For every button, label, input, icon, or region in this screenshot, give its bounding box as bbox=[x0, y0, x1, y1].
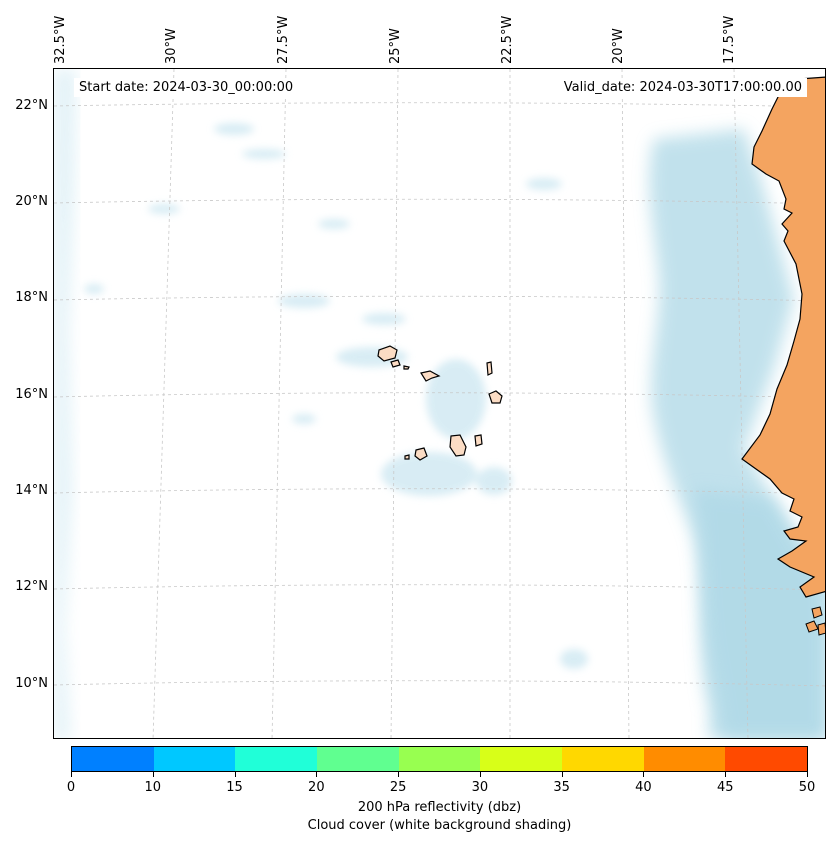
island-santa-luzia bbox=[403, 365, 410, 370]
meridian-25w bbox=[390, 69, 399, 738]
parallel-22n bbox=[54, 102, 825, 108]
meridian-17-5w bbox=[733, 69, 749, 738]
parallel-16n bbox=[54, 392, 825, 399]
colorbar-segment bbox=[235, 747, 318, 771]
cloud-cover-shading bbox=[54, 69, 825, 738]
colorbar-tick-label: 10 bbox=[144, 780, 162, 795]
colorbar-segment bbox=[153, 747, 236, 771]
colorbar-tick-label: 50 bbox=[798, 780, 816, 795]
meridian-20w bbox=[621, 69, 630, 738]
colorbar-segment bbox=[562, 747, 644, 771]
colorbar-tick bbox=[152, 772, 154, 777]
start-date-label: Start date: 2024-03-30_00:00:00 bbox=[74, 78, 299, 97]
lon-label-22-5w: 22.5°W bbox=[500, 15, 515, 64]
colorbar-tick bbox=[479, 772, 481, 777]
map-canvas bbox=[54, 69, 825, 738]
cloud-patch bbox=[476, 467, 512, 495]
parallel-14n bbox=[54, 488, 825, 495]
island-sao-nicolau bbox=[420, 370, 441, 382]
lon-label-25w: 25°W bbox=[388, 28, 403, 64]
lat-label-10n: 10°N bbox=[15, 676, 48, 691]
colorbar-tick bbox=[398, 772, 400, 777]
lat-label-22n: 22°N bbox=[15, 98, 48, 113]
colorbar-tick-label: 25 bbox=[389, 780, 407, 795]
island-fogo bbox=[414, 447, 428, 461]
lon-label-30w: 30°W bbox=[164, 28, 179, 64]
africa-mainland bbox=[741, 76, 825, 598]
cloud-patch bbox=[278, 294, 330, 308]
coastal-island bbox=[811, 606, 823, 619]
colorbar-segment bbox=[725, 747, 808, 771]
lat-label-12n: 12°N bbox=[15, 579, 48, 594]
colorbar-tick-label: 40 bbox=[635, 780, 652, 795]
valid-date-label: Valid_date: 2024-03-30T17:00:00.00 bbox=[558, 78, 807, 97]
island-maio bbox=[474, 434, 483, 447]
colorbar-segment bbox=[480, 747, 563, 771]
lat-label-18n: 18°N bbox=[15, 290, 48, 305]
colorbar-tick bbox=[725, 772, 727, 777]
colorbar-tick-label: 35 bbox=[553, 780, 570, 795]
cloud-patch bbox=[214, 123, 254, 135]
cape-verde-islands bbox=[377, 345, 503, 461]
meridian-30w bbox=[152, 69, 175, 738]
cloud-patch bbox=[242, 149, 286, 159]
cloud-patch bbox=[362, 313, 406, 325]
colorbar-tick bbox=[561, 772, 563, 777]
colorbar-tick bbox=[71, 772, 72, 777]
cloud-patch bbox=[148, 204, 180, 214]
graticule bbox=[54, 69, 825, 738]
colorbar-tick-label: 15 bbox=[226, 780, 243, 795]
meridian-27-5w bbox=[271, 69, 287, 738]
colorbar-tick bbox=[234, 772, 236, 777]
cloud-patch bbox=[560, 649, 588, 669]
cloud-patch bbox=[318, 219, 350, 229]
colorbar-tick-label: 45 bbox=[716, 780, 734, 795]
island-santiago bbox=[449, 434, 467, 457]
lat-label-16n: 16°N bbox=[15, 387, 48, 402]
colorbar-sublabel: Cloud cover (white background shading) bbox=[307, 818, 572, 833]
parallel-12n bbox=[54, 584, 825, 591]
colorbar-tick-label: 20 bbox=[308, 780, 325, 795]
cloud-patch bbox=[292, 414, 316, 424]
parallel-10n bbox=[54, 680, 825, 687]
island-boa-vista bbox=[488, 390, 503, 404]
colorbar-tick-label: 0 bbox=[66, 780, 76, 795]
lon-label-32-5w: 32.5°W bbox=[53, 15, 68, 64]
colorbar-tick-label: 30 bbox=[471, 780, 489, 795]
cloud-patch bbox=[381, 452, 477, 496]
lon-label-20w: 20°W bbox=[611, 28, 626, 64]
parallel-20n bbox=[54, 198, 825, 205]
coastal-island bbox=[817, 622, 825, 636]
reflectivity-colorbar bbox=[71, 746, 808, 772]
west-edge-cloud bbox=[54, 69, 76, 738]
lon-label-17-5w: 17.5°W bbox=[722, 15, 737, 64]
colorbar-label: 200 hPa reflectivity (dbz) bbox=[357, 800, 522, 815]
colorbar-segment bbox=[643, 747, 726, 771]
parallel-18n bbox=[54, 295, 825, 302]
cloud-patch bbox=[526, 178, 562, 190]
lon-label-27-5w: 27.5°W bbox=[276, 15, 291, 64]
island-sao-vicente bbox=[390, 359, 401, 368]
island-sal bbox=[486, 361, 493, 376]
coastal-islands bbox=[805, 606, 825, 636]
colorbar-tick bbox=[316, 772, 318, 777]
cloud-patch bbox=[84, 284, 104, 294]
colorbar-segment bbox=[398, 747, 481, 771]
island-santo-antao bbox=[377, 345, 398, 362]
lat-label-14n: 14°N bbox=[15, 483, 48, 498]
lat-label-20n: 20°N bbox=[15, 194, 48, 209]
island-brava bbox=[404, 454, 410, 460]
colorbar-segment bbox=[317, 747, 399, 771]
colorbar-tick bbox=[643, 772, 645, 777]
colorbar-tick bbox=[807, 772, 808, 777]
map-panel: Start date: 2024-03-30_00:00:00 Valid_da… bbox=[53, 68, 826, 739]
cloud-patch bbox=[426, 359, 486, 439]
colorbar-segment bbox=[72, 747, 154, 771]
